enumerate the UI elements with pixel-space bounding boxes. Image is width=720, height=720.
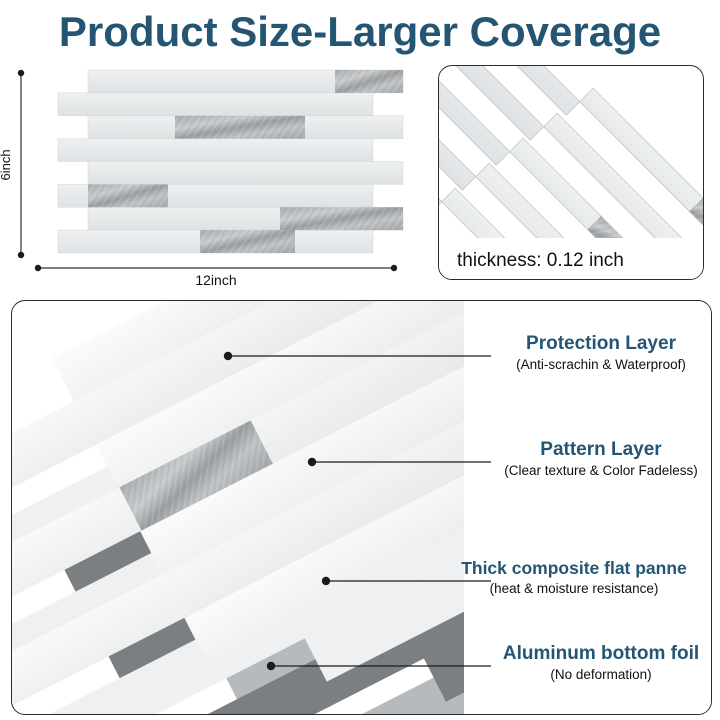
svg-text:thickness: 0.12 inch: thickness: 0.12 inch bbox=[457, 250, 624, 271]
svg-text:6inch: 6inch bbox=[0, 149, 13, 180]
svg-text:12inch: 12inch bbox=[195, 272, 236, 288]
